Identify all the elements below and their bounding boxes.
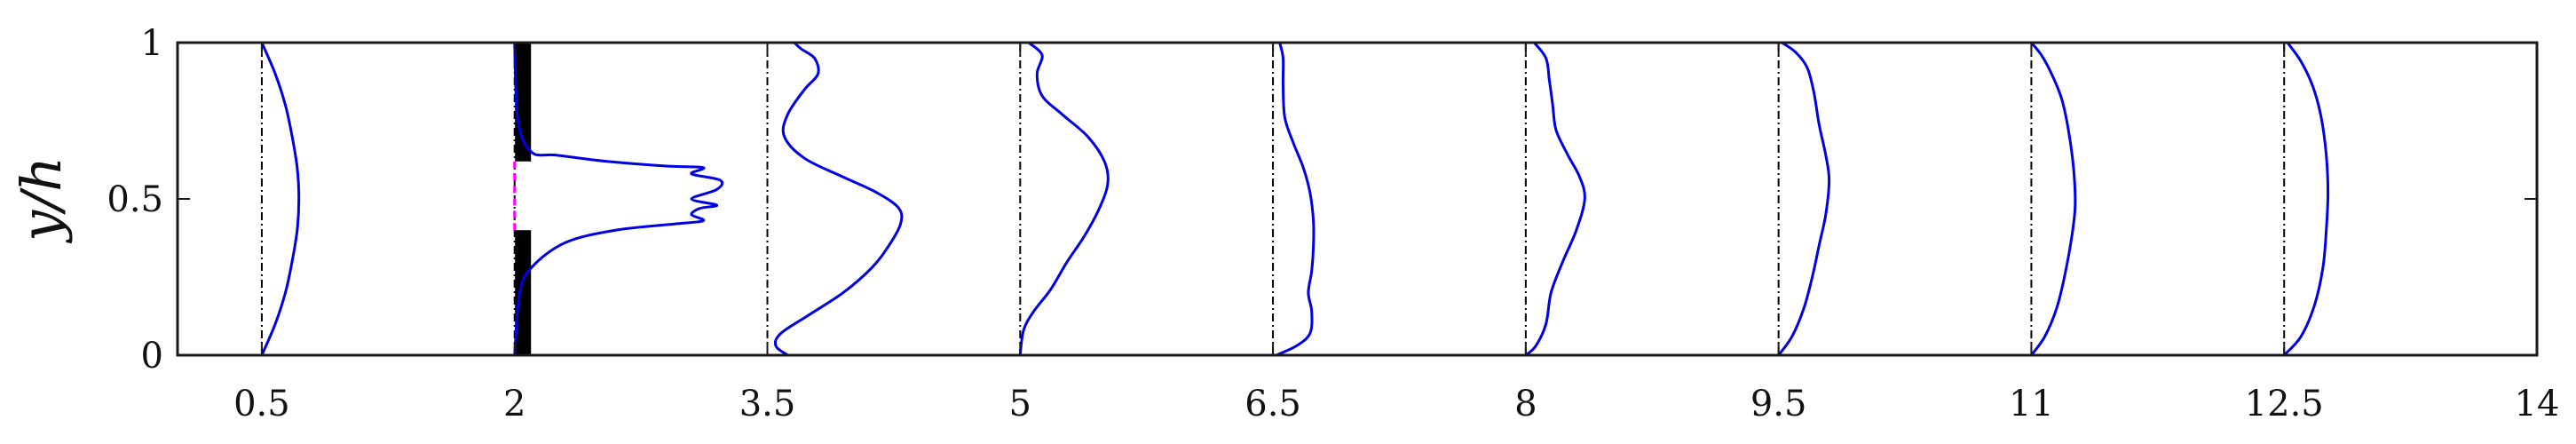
x-tick-label-2: 3.5 [739, 384, 796, 424]
y-tick-label-1: 0.5 [107, 179, 163, 220]
profile-curve-8 [2283, 42, 2330, 357]
obstacle-block-0 [515, 230, 532, 355]
y-axis-label: y/h [9, 156, 74, 244]
profile-curve-7 [2030, 42, 2077, 356]
profile-curve-1 [513, 42, 724, 356]
profile-curve-4 [1276, 42, 1316, 357]
profile-curve-2 [773, 41, 904, 357]
x-tick-label-4: 6.5 [1245, 384, 1301, 424]
x-tick-label-1: 2 [503, 384, 525, 424]
y-tick-label-0: 0 [141, 336, 163, 377]
plot-frame [176, 41, 2539, 357]
profile-curve-3 [1018, 41, 1110, 356]
x-tick-label-0: 0.5 [233, 384, 290, 424]
x-tick-label-6: 9.5 [1750, 384, 1807, 424]
x-tick-label-5: 8 [1514, 384, 1537, 424]
profile-curve-0 [260, 42, 301, 356]
x-tick-label-9: 14 [2515, 384, 2560, 424]
profile-curve-5 [1524, 42, 1586, 357]
x-tick-label-3: 5 [1009, 384, 1031, 424]
profile-curves [260, 41, 2330, 357]
baselines [260, 43, 2286, 355]
y-axis-ticks: 00.51 [107, 23, 2537, 377]
y-tick-label-2: 1 [141, 23, 163, 64]
x-tick-label-7: 11 [2009, 384, 2054, 424]
x-axis-ticks: 0.5 2 3.5 5 6.5 8 9.5 11 12.5 14 [233, 43, 2559, 424]
profile-curve-6 [1777, 41, 1831, 356]
x-tick-label-8: 12.5 [2245, 384, 2324, 424]
